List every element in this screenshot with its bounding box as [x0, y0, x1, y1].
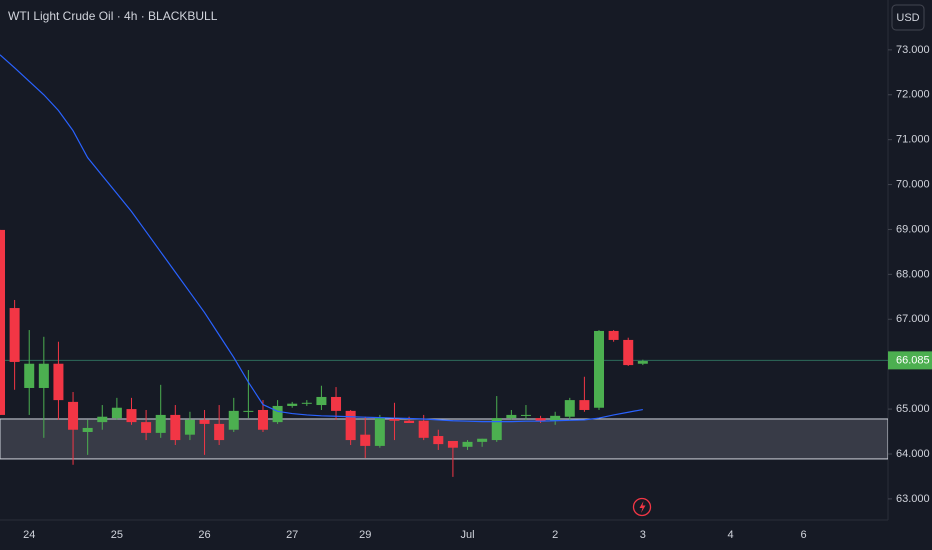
candle-body [272, 405, 283, 423]
candle-body [97, 416, 108, 423]
candle-body [243, 410, 254, 412]
candle-body [257, 409, 268, 430]
y-tick-label: 70.000 [896, 178, 930, 190]
candle-body [608, 330, 619, 340]
candle-body [24, 363, 35, 388]
candle-body [53, 363, 64, 401]
candle-body [126, 409, 137, 423]
candle-body [623, 339, 634, 366]
candle-body [550, 415, 561, 421]
candle-body [170, 414, 181, 441]
y-tick-label: 63.000 [896, 493, 930, 505]
y-tick-label: 69.000 [896, 223, 930, 235]
candle-body [141, 422, 152, 433]
candle-body [301, 402, 312, 404]
last-price-label: 66.085 [896, 354, 930, 366]
x-tick-label: 27 [286, 529, 298, 541]
candle-body [462, 441, 473, 447]
candle-body [491, 418, 502, 441]
y-tick-label: 72.000 [896, 89, 930, 101]
candle-body [9, 308, 20, 362]
candle-body [155, 414, 166, 433]
last-price-badge [888, 351, 932, 370]
candle-body [535, 418, 546, 421]
candle-body [637, 361, 648, 364]
x-tick-label: 4 [727, 529, 733, 541]
candle-body [594, 330, 605, 408]
alert-icon[interactable] [632, 497, 652, 517]
candle-body [214, 423, 225, 441]
y-tick-label: 67.000 [896, 313, 930, 325]
candle-body [418, 420, 429, 438]
candle-body [404, 420, 415, 424]
y-tick-label: 71.000 [896, 134, 930, 146]
candle-body [0, 229, 5, 415]
x-tick-label: 6 [800, 529, 806, 541]
currency-button[interactable] [891, 4, 925, 31]
candle-body [345, 410, 356, 441]
zone [0, 418, 888, 460]
chart-title: WTI Light Crude Oil · 4h · BLACKBULL [8, 9, 218, 23]
y-tick-label: 65.000 [896, 403, 930, 415]
candle-body [564, 400, 575, 417]
moving-average [0, 54, 643, 423]
candle-body [331, 396, 342, 411]
candle-body [111, 407, 122, 419]
currency-label[interactable]: USD [896, 12, 919, 24]
x-tick-label: 25 [111, 529, 123, 541]
x-tick-label: 24 [23, 529, 35, 541]
candle-body [389, 418, 400, 421]
candle-body [287, 403, 298, 406]
candle-body [316, 396, 327, 406]
y-tick-label: 64.000 [896, 448, 930, 460]
candle-body [82, 427, 93, 432]
candle-body [228, 410, 239, 430]
candle-body [360, 434, 371, 446]
candle-body [506, 414, 517, 419]
x-tick-label: 26 [198, 529, 210, 541]
candle-body [433, 436, 444, 445]
x-tick-label: Jul [460, 529, 474, 541]
candle-body [447, 440, 458, 448]
candle-body [477, 438, 488, 442]
x-tick-label: 29 [359, 529, 371, 541]
candle-body [38, 363, 49, 388]
candle-body [520, 414, 531, 416]
y-tick-label: 73.000 [896, 44, 930, 56]
candle-body [374, 418, 385, 446]
candle-body [199, 419, 210, 424]
candle-body [579, 400, 590, 410]
x-tick-label: 2 [552, 529, 558, 541]
candle-body [184, 419, 195, 435]
y-tick-label: 68.000 [896, 268, 930, 280]
candle-body [68, 401, 79, 430]
x-tick-label: 3 [640, 529, 646, 541]
plot-area [0, 54, 888, 477]
